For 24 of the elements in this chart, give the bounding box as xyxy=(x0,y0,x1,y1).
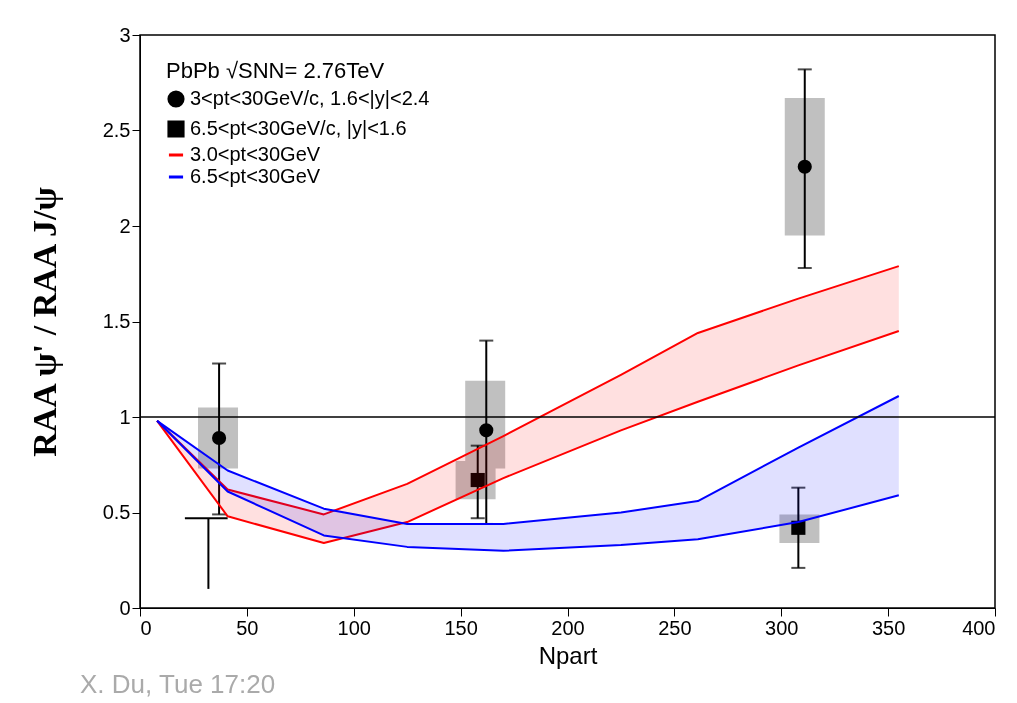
x-tick-label: 50 xyxy=(236,616,259,639)
y-tick-label: 0.5 xyxy=(102,501,131,523)
y-tick-label: 0 xyxy=(119,596,131,619)
x-tick-label: 350 xyxy=(871,616,906,639)
x-tick-label: 250 xyxy=(658,616,692,639)
x-tick-label: 400 xyxy=(962,616,996,639)
legend-title: PbPb √SNN= 2.76TeV xyxy=(166,58,385,83)
legend-label: 6.5<pt<30GeV xyxy=(190,165,321,187)
legend-label: 6.5<pt<30GeV/c, |y|<1.6 xyxy=(190,117,407,139)
y-tick-label: 2 xyxy=(119,214,131,237)
x-tick-label: 200 xyxy=(551,616,585,639)
x-tick-label: 300 xyxy=(765,616,799,639)
y-tick-label: 2.5 xyxy=(102,119,131,141)
text: X. Du, Tue 17:20 xyxy=(80,669,276,699)
y-tick-label: 1.5 xyxy=(102,310,131,332)
x-tick-label: 100 xyxy=(337,616,371,639)
x-axis-title: Npart xyxy=(538,641,598,669)
x-tick-label: 150 xyxy=(444,616,478,639)
legend-label: 3.0<pt<30GeV xyxy=(190,143,321,165)
y-tick-label: 3 xyxy=(119,23,131,46)
legend-label: 3<pt<30GeV/c, 1.6<|y|<2.4 xyxy=(190,87,430,109)
y-axis-title: RAA ψ' / RAA J/ψ xyxy=(25,186,63,457)
x-tick-label: 0 xyxy=(140,616,152,639)
y-tick-label: 1 xyxy=(119,405,131,428)
